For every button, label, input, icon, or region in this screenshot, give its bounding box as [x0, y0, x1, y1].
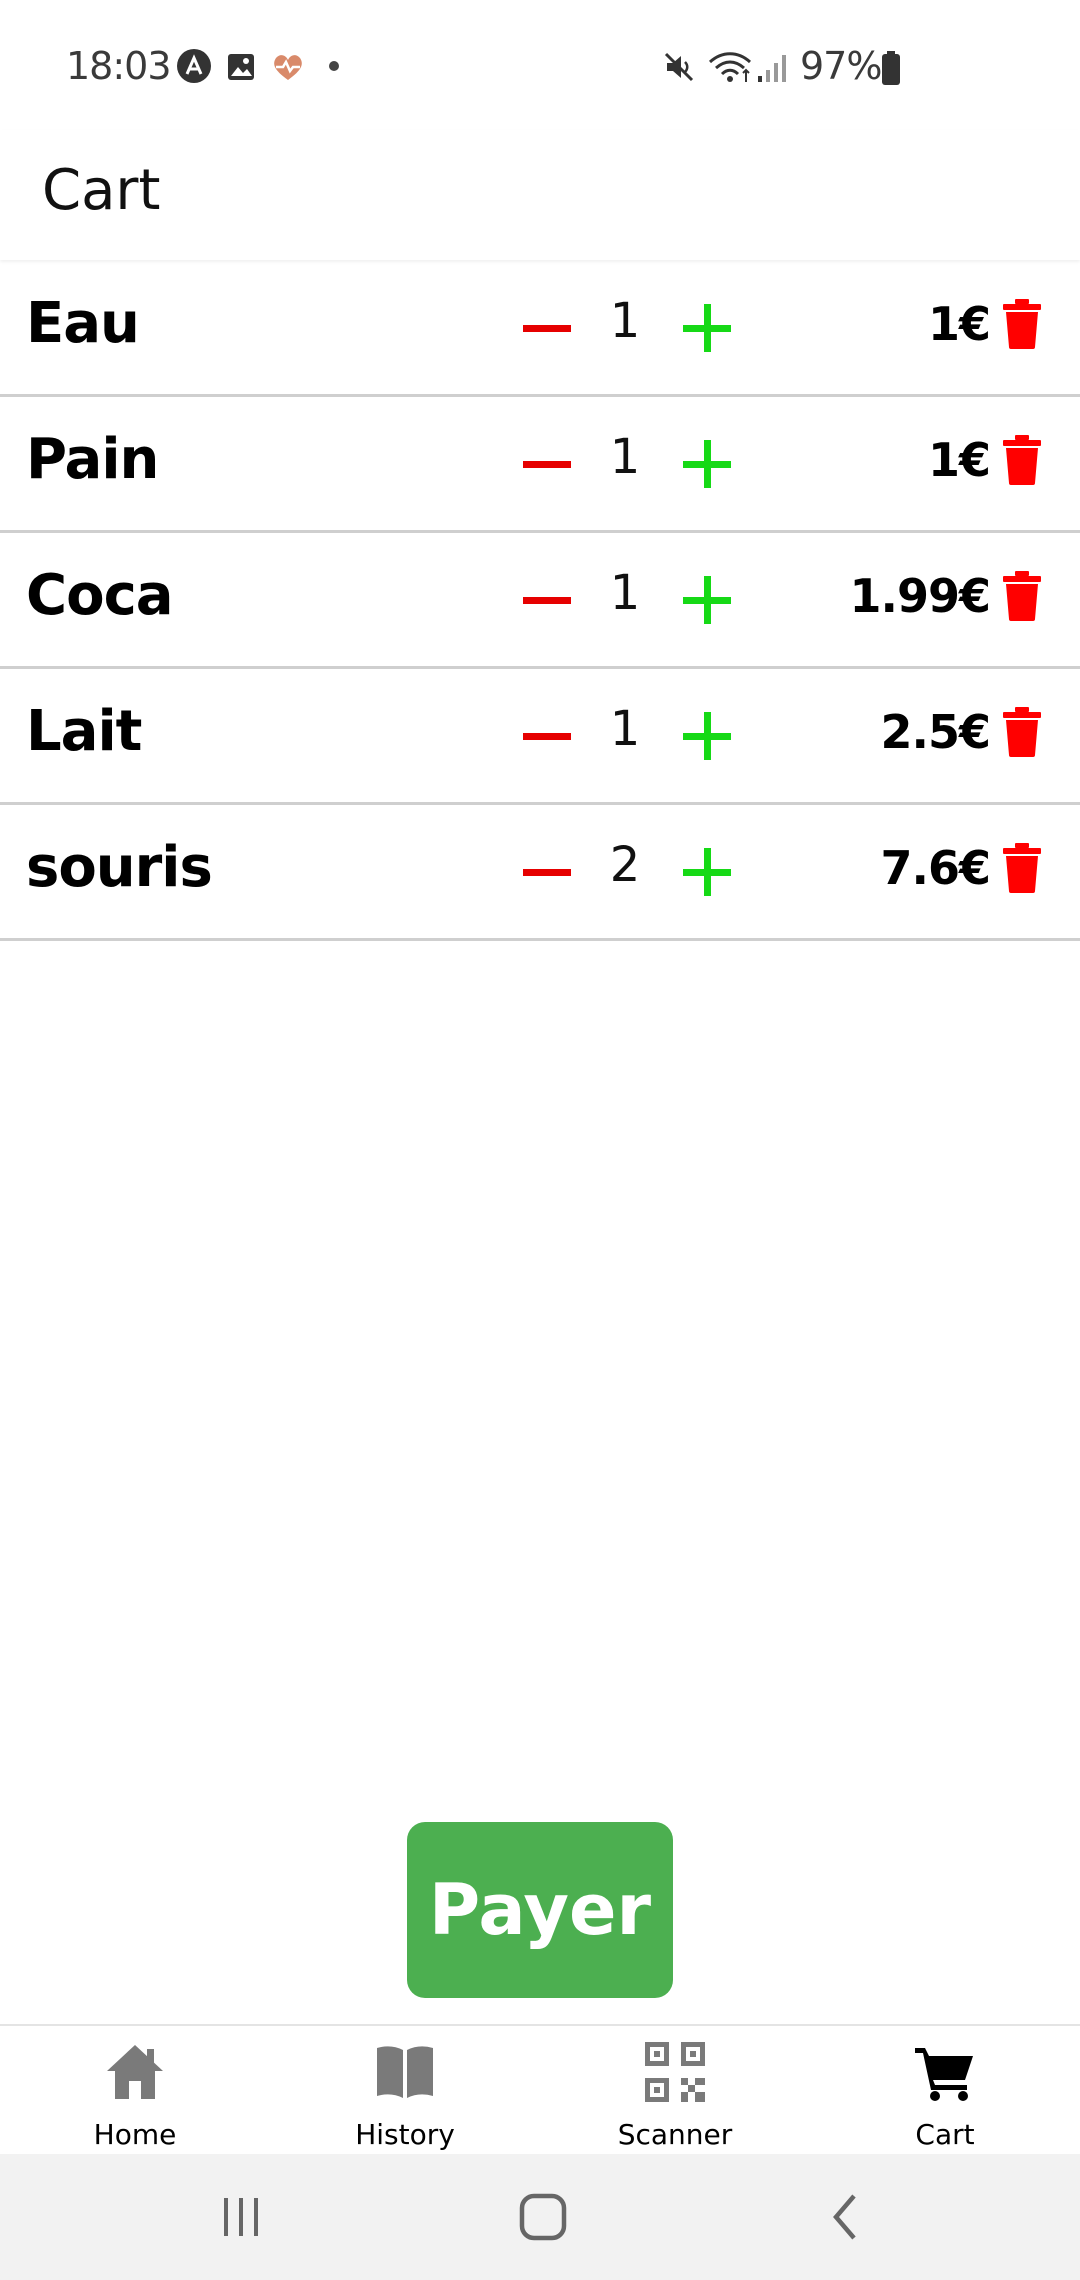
battery-icon: [882, 51, 900, 85]
item-name: souris: [26, 835, 213, 900]
item-name: Coca: [26, 563, 174, 628]
item-quantity: 2: [609, 837, 641, 893]
health-icon: [274, 55, 302, 80]
minus-icon: [523, 868, 571, 876]
system-navigation-bar: [0, 2154, 1080, 2280]
home-nav-icon[interactable]: [508, 2182, 578, 2252]
item-name: Pain: [26, 427, 159, 492]
decrement-button[interactable]: [520, 719, 574, 753]
trash-icon[interactable]: [1003, 843, 1041, 893]
item-price: 1€: [927, 433, 991, 487]
increment-button[interactable]: [680, 437, 734, 491]
item-quantity: 1: [609, 565, 641, 621]
wifi-icon: [708, 52, 752, 82]
decrement-button[interactable]: [520, 583, 574, 617]
trash-icon[interactable]: [1003, 435, 1041, 485]
decrement-button[interactable]: [520, 855, 574, 889]
back-icon[interactable]: [810, 2182, 880, 2252]
trash-icon[interactable]: [1003, 571, 1041, 621]
cart-item-row: Lait 1 2.5€: [0, 669, 1080, 805]
qr-code-icon: [645, 2042, 705, 2102]
minus-icon: [523, 324, 571, 332]
item-quantity: 1: [609, 429, 641, 485]
increment-button[interactable]: [680, 573, 734, 627]
item-name: Lait: [26, 699, 142, 764]
item-name: Eau: [26, 291, 140, 356]
increment-button[interactable]: [680, 301, 734, 355]
pay-button[interactable]: Payer: [407, 1822, 673, 1998]
tab-label: Scanner: [617, 2118, 733, 2151]
page-title: Cart: [42, 158, 161, 223]
cart-item-row: Coca 1 1.99€: [0, 533, 1080, 669]
signal-icon: [758, 55, 786, 82]
item-price: 7.6€: [880, 841, 991, 895]
cart-icon: [915, 2048, 973, 2101]
app-notification-icon: [177, 49, 211, 83]
minus-icon: [523, 460, 571, 468]
tab-history[interactable]: History: [270, 2026, 540, 2156]
cart-item-row: Eau 1 1€: [0, 261, 1080, 397]
bottom-tab-bar: Home History Scanner: [0, 2024, 1080, 2156]
gallery-icon: [228, 54, 254, 80]
increment-button[interactable]: [680, 845, 734, 899]
cart-item-row: souris 2 7.6€: [0, 805, 1080, 941]
status-bar: 18:03 97%: [0, 0, 1080, 130]
trash-icon[interactable]: [1003, 707, 1041, 757]
item-price: 1€: [927, 297, 991, 351]
status-time: 18:03: [66, 44, 172, 88]
item-price: 2.5€: [880, 705, 991, 759]
tab-label: Cart: [915, 2118, 975, 2151]
item-quantity: 1: [609, 701, 641, 757]
decrement-button[interactable]: [520, 311, 574, 345]
tab-scanner[interactable]: Scanner: [540, 2026, 810, 2156]
page-header: Cart: [0, 130, 1080, 260]
increment-button[interactable]: [680, 709, 734, 763]
item-quantity: 1: [609, 293, 641, 349]
minus-icon: [523, 732, 571, 740]
mute-icon: [664, 52, 694, 82]
minus-icon: [523, 596, 571, 604]
recent-apps-icon[interactable]: [206, 2182, 276, 2252]
trash-icon[interactable]: [1003, 299, 1041, 349]
tab-label: History: [355, 2118, 455, 2151]
cart-list: Eau 1 1€ Pain 1 1€ Coca: [0, 261, 1080, 941]
decrement-button[interactable]: [520, 447, 574, 481]
dot-icon: [329, 61, 339, 71]
tab-cart[interactable]: Cart: [810, 2026, 1080, 2156]
book-icon: [377, 2046, 433, 2098]
tab-label: Home: [93, 2118, 177, 2151]
cart-item-row: Pain 1 1€: [0, 397, 1080, 533]
tab-home[interactable]: Home: [0, 2026, 270, 2156]
battery-percentage: 97%: [800, 44, 882, 88]
home-icon: [107, 2045, 163, 2099]
item-price: 1.99€: [849, 569, 991, 623]
